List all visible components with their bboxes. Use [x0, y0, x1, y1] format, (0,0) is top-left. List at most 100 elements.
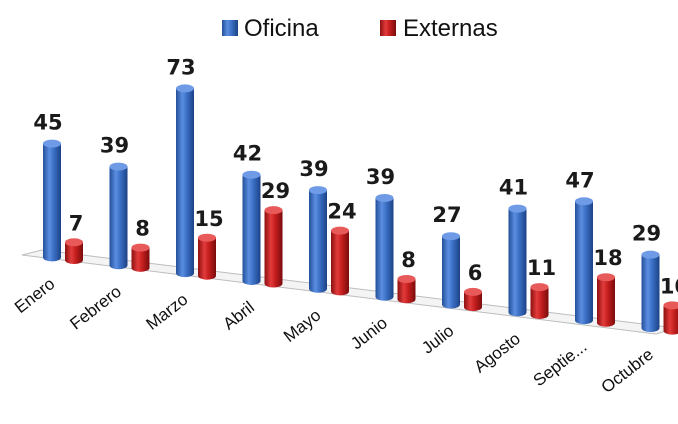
bar-top — [375, 193, 394, 202]
bar-body — [663, 305, 678, 335]
category-label-abril: Abril — [219, 298, 258, 334]
bar-body — [442, 236, 460, 309]
legend-item-oficina: Oficina — [222, 15, 319, 42]
bar-top — [264, 206, 283, 215]
bar-body — [464, 291, 482, 312]
bar-oficina-enero — [43, 139, 61, 262]
category-label-agosto: Agosto — [471, 329, 524, 377]
value-label-oficina-septie: 47 — [565, 168, 594, 192]
bar-body — [264, 210, 283, 288]
bar-top — [242, 170, 261, 179]
bar-top — [530, 283, 549, 292]
bar-body — [43, 143, 61, 262]
bar-top — [641, 250, 660, 259]
bar-top — [575, 197, 593, 206]
legend: Oficina Externas — [222, 15, 498, 42]
bar-body — [109, 166, 128, 270]
bar-top — [464, 287, 482, 296]
bar-oficina-mayo — [309, 186, 327, 293]
bar-externas-agosto — [530, 283, 549, 319]
bar-body — [641, 254, 660, 333]
bar-top — [109, 162, 128, 171]
value-label-oficina-agosto: 41 — [499, 176, 528, 200]
value-label-externas-julio: 6 — [468, 261, 483, 285]
bar-top — [198, 233, 216, 242]
bar-body — [65, 242, 83, 265]
bar-externas-octubre — [663, 301, 678, 335]
bar-externas-marzo — [198, 233, 216, 280]
value-label-oficina-julio: 27 — [432, 203, 461, 227]
bar-top — [65, 238, 83, 247]
bar-oficina-octubre — [641, 250, 660, 333]
bar-body — [309, 190, 327, 293]
bar-oficina-marzo — [176, 84, 194, 278]
bar-externas-enero — [65, 238, 83, 265]
category-label-junio: Junio — [347, 313, 391, 353]
value-label-externas-agosto: 11 — [527, 256, 556, 280]
value-label-externas-mayo: 24 — [327, 200, 356, 224]
bar-oficina-febrero — [109, 162, 128, 270]
bar-body — [597, 277, 615, 327]
bar-oficina-julio — [442, 232, 460, 309]
value-label-externas-junio: 8 — [401, 248, 416, 272]
category-label-septie: Septie... — [530, 337, 591, 390]
bar-top — [597, 273, 615, 282]
category-label-octubre: Octubre — [598, 345, 657, 397]
legend-label-oficina: Oficina — [244, 15, 319, 42]
legend-label-externas: Externas — [403, 15, 498, 42]
bar-body — [575, 201, 593, 325]
bar-body — [331, 230, 349, 296]
value-label-oficina-mayo: 39 — [299, 157, 328, 181]
bar-externas-mayo — [331, 226, 349, 296]
bar-top — [43, 139, 61, 148]
bar-top — [176, 84, 194, 93]
bar-top — [131, 243, 150, 252]
bar-externas-febrero — [131, 243, 150, 272]
value-label-externas-marzo: 15 — [194, 207, 223, 231]
bar-externas-abril — [264, 206, 283, 288]
value-label-externas-enero: 7 — [69, 211, 84, 235]
bar-body — [508, 208, 527, 317]
value-label-oficina-abril: 42 — [233, 142, 262, 166]
category-label-enero: Enero — [11, 274, 58, 317]
bar-body — [530, 287, 549, 319]
bar-externas-junio — [397, 275, 416, 304]
bar-body — [397, 279, 416, 304]
legend-item-externas: Externas — [380, 15, 498, 42]
value-labels-layer: 45 7 39 8 73 15 42 29 39 24 39 8 27 6 41 11 47 18 29 10 — [33, 55, 678, 298]
bar-top — [397, 275, 416, 284]
bar-body — [242, 174, 261, 285]
bar-top — [508, 204, 527, 213]
bar-top — [442, 232, 460, 241]
bar-body — [198, 237, 216, 280]
bar-top — [309, 186, 327, 195]
value-label-oficina-octubre: 29 — [632, 222, 661, 246]
legend-swatch-externas — [380, 20, 396, 36]
bar-top — [331, 226, 349, 235]
value-label-externas-septie: 18 — [593, 246, 622, 270]
bar-body — [131, 247, 150, 272]
category-label-febrero: Febrero — [66, 282, 125, 334]
category-label-mayo: Mayo — [280, 305, 324, 346]
bar-externas-septie — [597, 273, 615, 327]
value-label-externas-febrero: 8 — [135, 217, 150, 241]
bar-body — [176, 88, 194, 278]
category-label-julio: Julio — [418, 321, 457, 358]
value-label-oficina-junio: 39 — [366, 165, 395, 189]
legend-swatch-oficina — [222, 20, 238, 36]
bar-oficina-junio — [375, 193, 394, 301]
bar-oficina-agosto — [508, 204, 527, 317]
bar-top — [663, 301, 678, 310]
bars-layer — [43, 84, 678, 335]
value-label-oficina-enero: 45 — [33, 111, 62, 135]
bar-oficina-septie — [575, 197, 593, 325]
value-label-oficina-marzo: 73 — [166, 55, 195, 79]
bar-externas-julio — [464, 287, 482, 312]
value-label-externas-abril: 29 — [261, 179, 290, 203]
value-label-externas-octubre: 10 — [660, 274, 678, 298]
bar-body — [375, 197, 394, 301]
value-label-oficina-febrero: 39 — [100, 134, 129, 158]
category-label-marzo: Marzo — [143, 290, 192, 334]
